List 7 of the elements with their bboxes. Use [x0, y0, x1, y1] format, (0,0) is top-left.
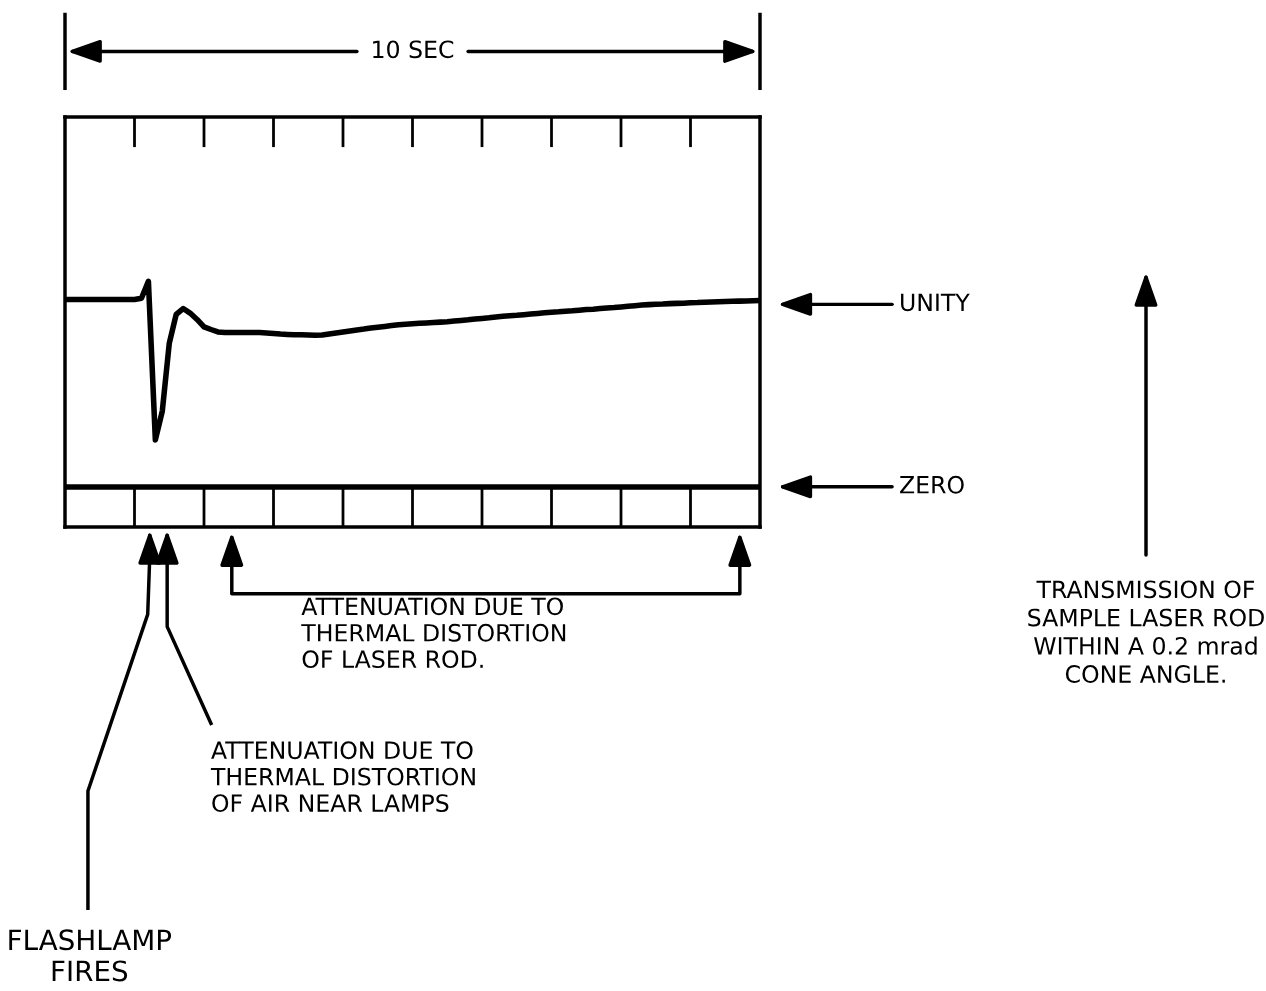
text: ATTENUATION DUE TO THERMAL DISTORTION OF LASER ROD.	[301, 597, 566, 669]
text: ZERO	[900, 475, 964, 494]
text: TRANSMISSION OF SAMPLE LASER ROD WITHIN A 0.2 mrad CONE ANGLE.	[1028, 580, 1264, 683]
text: UNITY	[901, 293, 970, 312]
text: 10 SEC	[373, 40, 454, 59]
text: ATTENUATION DUE TO THERMAL DISTORTION OF AIR NEAR LAMPS	[210, 741, 475, 813]
text: FLASHLAMP FIRES	[9, 929, 172, 982]
